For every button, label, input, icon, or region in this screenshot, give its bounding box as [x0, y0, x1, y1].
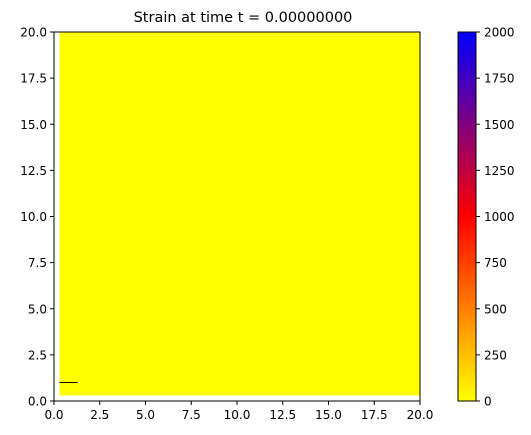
colorbar-tick-label: 250 [484, 348, 507, 362]
colorbar-tick-label: 750 [484, 256, 507, 270]
x-tick-label: 20.0 [407, 408, 434, 422]
plot-area: 0.0 2.5 5.0 7.5 10.0 12.5 15.0 17.5 20.0 0.0 2.5 5… [20, 26, 433, 423]
x-tick-label: 2.5 [90, 408, 109, 422]
colorbar-tick-label: 1000 [484, 210, 515, 224]
y-tick-label: 7.5 [28, 256, 47, 270]
y-tick-label: 10.0 [20, 210, 47, 224]
y-tick-label: 2.5 [28, 348, 47, 362]
colorbar-tick-label: 500 [484, 302, 507, 316]
x-tick-label: 15.0 [315, 408, 342, 422]
y-tick-label: 5.0 [28, 302, 47, 316]
colorbar-gradient [458, 32, 476, 401]
colorbar-axis: 0 250 500 750 1000 1250 1500 1750 2000 [476, 26, 515, 409]
colorbar: 0 250 500 750 1000 1250 1500 1750 2000 [457, 26, 515, 409]
y-tick-label: 0.0 [28, 395, 47, 409]
y-tick-label: 20.0 [20, 26, 47, 40]
chart-title: Strain at time t = 0.00000000 [134, 10, 353, 26]
heatmap-field [59, 32, 421, 396]
y-tick-label: 12.5 [20, 164, 47, 178]
x-tick-label: 7.5 [182, 408, 201, 422]
x-tick-label: 5.0 [136, 408, 155, 422]
colorbar-tick-label: 0 [484, 395, 492, 409]
y-axis: 0.0 2.5 5.0 7.5 10.0 12.5 15.0 17.5 20.0 [20, 26, 54, 409]
x-axis: 0.0 2.5 5.0 7.5 10.0 12.5 15.0 17.5 20.0 [44, 401, 433, 422]
colorbar-tick-label: 1250 [484, 164, 515, 178]
colorbar-tick-label: 1750 [484, 72, 515, 86]
x-tick-label: 0.0 [44, 408, 63, 422]
colorbar-tick-label: 2000 [484, 26, 515, 40]
x-tick-label: 17.5 [361, 408, 388, 422]
x-tick-label: 12.5 [269, 408, 296, 422]
y-tick-label: 17.5 [20, 72, 47, 86]
x-tick-label: 10.0 [224, 408, 251, 422]
colorbar-tick-label: 1500 [484, 118, 515, 132]
y-tick-label: 15.0 [20, 118, 47, 132]
